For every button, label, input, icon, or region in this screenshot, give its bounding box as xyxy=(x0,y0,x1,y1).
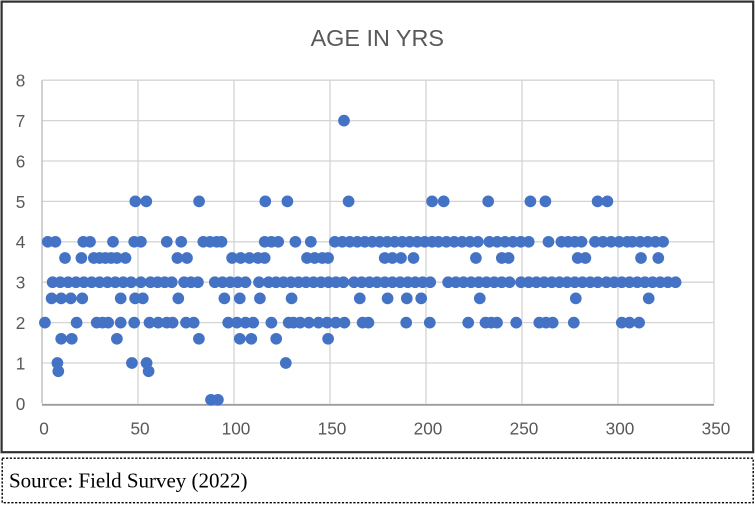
svg-text:2: 2 xyxy=(16,313,26,333)
svg-text:4: 4 xyxy=(16,232,26,252)
svg-text:100: 100 xyxy=(222,419,251,439)
svg-text:7: 7 xyxy=(16,111,26,131)
svg-text:0: 0 xyxy=(39,419,49,439)
svg-text:150: 150 xyxy=(318,419,347,439)
svg-text:6: 6 xyxy=(16,151,26,171)
svg-text:350: 350 xyxy=(702,419,731,439)
svg-text:200: 200 xyxy=(414,419,443,439)
svg-text:3: 3 xyxy=(16,273,26,293)
svg-text:8: 8 xyxy=(16,71,26,91)
svg-text:0: 0 xyxy=(16,394,26,414)
svg-text:300: 300 xyxy=(606,419,635,439)
svg-text:250: 250 xyxy=(510,419,539,439)
svg-text:AGE IN YRS: AGE IN YRS xyxy=(311,25,444,51)
svg-text:Source: Field Survey (2022): Source: Field Survey (2022) xyxy=(9,469,248,493)
svg-text:5: 5 xyxy=(16,192,26,212)
svg-text:50: 50 xyxy=(130,419,149,439)
svg-text:1: 1 xyxy=(16,353,26,373)
